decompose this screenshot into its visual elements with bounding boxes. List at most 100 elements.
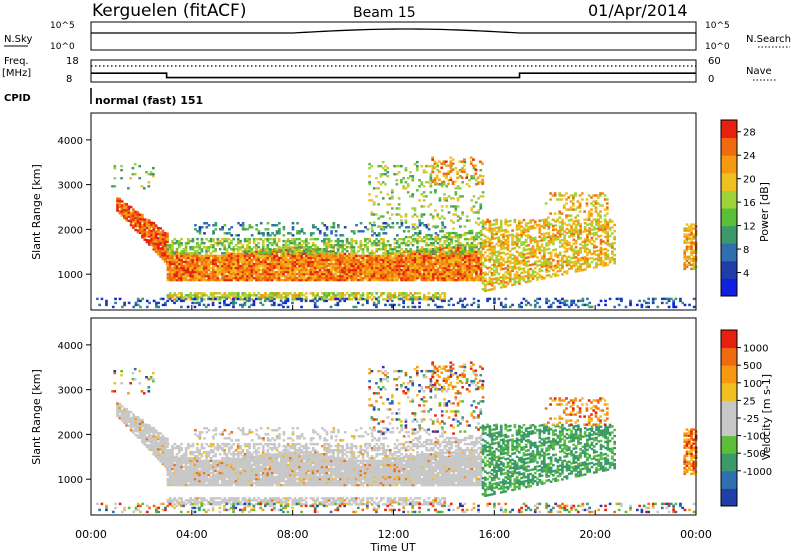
power-cell — [549, 261, 553, 264]
power-cell — [457, 248, 460, 252]
power-cell — [454, 252, 458, 255]
power-cell — [470, 260, 474, 264]
power-cell — [216, 260, 220, 264]
power-cell — [447, 195, 451, 198]
power-cell — [187, 294, 190, 297]
power-cell — [416, 262, 419, 266]
power-cell — [305, 272, 308, 276]
power-cell — [504, 220, 508, 224]
power-cell — [418, 179, 421, 182]
power-cell — [323, 276, 326, 280]
power-cell — [257, 237, 261, 241]
power-cell — [488, 238, 492, 241]
power-cell — [427, 272, 431, 276]
power-cell — [483, 265, 487, 268]
power-cell — [268, 250, 272, 253]
power-cell — [268, 272, 272, 276]
power-cell — [436, 276, 440, 280]
power-cell — [177, 268, 181, 272]
power-cell — [348, 252, 351, 256]
power-cell — [261, 272, 265, 276]
power-cell — [368, 252, 372, 255]
power-cell — [352, 230, 356, 233]
power-cell — [515, 240, 519, 243]
power-cell — [454, 191, 458, 194]
power-cell — [452, 227, 455, 230]
power-cell — [425, 256, 428, 260]
power-cell — [323, 250, 326, 253]
power-cell — [558, 267, 562, 271]
power-cell — [438, 260, 442, 264]
power-cell — [243, 303, 247, 307]
power-cell — [230, 272, 233, 276]
power-cell — [377, 187, 381, 190]
power-cell — [227, 268, 231, 272]
nsearch-tick-top: 10^5 — [705, 21, 730, 31]
power-cell — [268, 270, 272, 274]
power-cell — [175, 239, 179, 243]
power-cell — [377, 274, 381, 278]
power-cell — [379, 264, 383, 268]
power-cell — [375, 187, 378, 190]
power-cell — [284, 248, 288, 252]
power-cell — [561, 265, 564, 268]
power-cell — [359, 276, 363, 280]
power-cell — [366, 276, 369, 280]
power-cell — [334, 234, 338, 237]
power-cell — [259, 278, 263, 282]
power-cell — [282, 258, 285, 262]
power-cell — [329, 276, 333, 280]
power-cell — [445, 175, 449, 178]
power-cell — [175, 260, 179, 264]
power-cell — [368, 237, 372, 241]
power-cell — [318, 272, 322, 276]
power-cell — [542, 250, 546, 254]
power-cell — [350, 262, 354, 266]
power-cell — [373, 274, 376, 278]
power-cell — [386, 278, 390, 282]
power-cell — [624, 305, 628, 309]
power-cell — [282, 266, 285, 270]
power-cell — [502, 241, 505, 244]
power-cell — [450, 239, 453, 243]
power-cell — [533, 303, 537, 307]
power-cell — [445, 235, 449, 239]
power-cell — [504, 218, 508, 222]
power-cell — [157, 253, 160, 256]
power-cell — [132, 216, 135, 219]
power-cell — [536, 244, 539, 247]
power-cell — [289, 266, 292, 270]
power-cell — [311, 264, 315, 268]
power-cell — [291, 254, 295, 258]
power-cell — [488, 260, 492, 263]
power-cell — [259, 268, 263, 272]
power-cell — [196, 264, 199, 268]
power-cell — [368, 256, 372, 260]
power-cell — [429, 175, 433, 178]
power-cell — [309, 237, 313, 241]
power-cell — [339, 296, 342, 299]
power-cell — [443, 241, 447, 245]
power-cell — [384, 247, 388, 251]
power-cell — [305, 270, 308, 274]
power-cell — [184, 264, 188, 268]
power-cell — [427, 181, 430, 184]
power-cell — [432, 298, 435, 301]
power-cell — [307, 264, 310, 268]
power-cell — [411, 226, 415, 229]
power-cell — [359, 298, 363, 301]
power-cell — [277, 266, 281, 270]
power-cell — [175, 276, 179, 280]
power-cell — [163, 260, 167, 263]
power-cell — [166, 299, 170, 303]
power-cell — [660, 301, 664, 305]
power-cell — [601, 262, 605, 265]
power-cell — [527, 228, 530, 231]
power-cell — [395, 268, 399, 272]
power-cell — [214, 241, 217, 245]
power-cell — [275, 256, 279, 260]
power-cell — [320, 239, 324, 243]
power-cell — [261, 252, 265, 255]
power-cell — [198, 228, 202, 231]
power-cell — [257, 241, 261, 245]
